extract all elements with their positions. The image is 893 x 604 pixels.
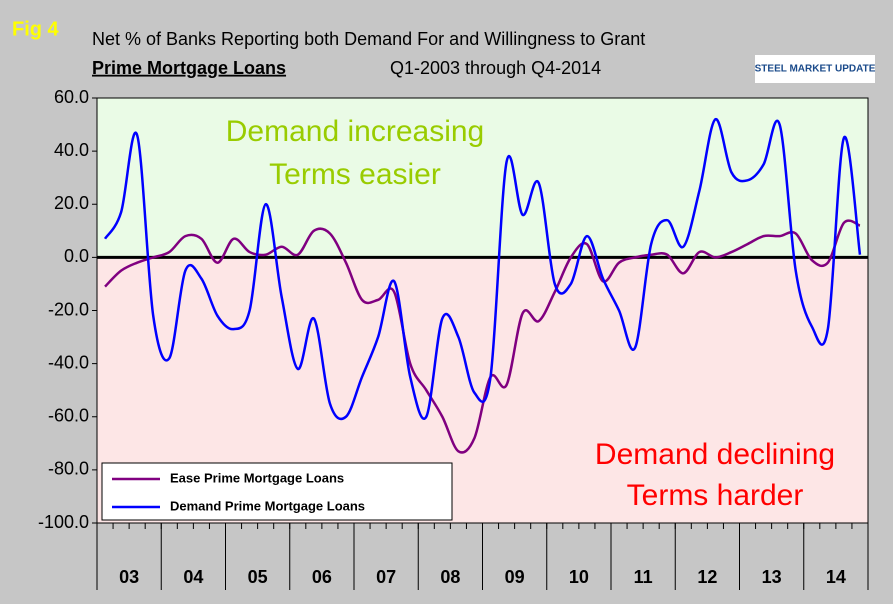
x-tick-label: 03 xyxy=(119,567,139,587)
y-tick-label: 60.0 xyxy=(54,87,89,107)
plot-border xyxy=(96,97,869,524)
x-tick-label: 13 xyxy=(762,567,782,587)
x-tick-label: 05 xyxy=(248,567,268,587)
legend-label: Demand Prime Mortgage Loans xyxy=(170,498,365,513)
y-tick-label: 20.0 xyxy=(54,193,89,213)
x-tick-label: 11 xyxy=(634,567,653,587)
annotation: Terms easier xyxy=(269,158,441,191)
legend-label: Ease Prime Mortgage Loans xyxy=(170,470,344,485)
x-tick-label: 04 xyxy=(183,567,203,587)
y-tick-label: -100.0 xyxy=(38,512,89,532)
legend-box xyxy=(101,462,453,521)
logo: STEEL MARKET UPDATE xyxy=(755,64,876,75)
annotation: Demand declining xyxy=(595,438,835,471)
y-tick-label: -40.0 xyxy=(48,352,89,372)
figure-label: Fig 4 xyxy=(12,18,60,40)
y-tick-label: -60.0 xyxy=(48,406,89,426)
series-line xyxy=(104,219,861,454)
chart-subtitle: Prime Mortgage Loans xyxy=(92,58,286,78)
annotation: Demand increasing xyxy=(226,115,484,148)
x-tick-label: 08 xyxy=(440,567,460,587)
y-tick-label: 40.0 xyxy=(54,140,89,160)
y-tick-label: -80.0 xyxy=(48,459,89,479)
x-tick-label: 10 xyxy=(569,567,589,587)
x-tick-label: 07 xyxy=(376,567,396,587)
chart-title: Net % of Banks Reporting both Demand For… xyxy=(92,29,645,49)
positive-region xyxy=(97,98,868,258)
x-tick-label: 06 xyxy=(312,567,332,587)
y-tick-label: -20.0 xyxy=(48,299,89,319)
x-tick-label: 12 xyxy=(697,567,717,587)
annotation: Terms harder xyxy=(627,479,804,512)
x-tick-label: 14 xyxy=(826,567,846,587)
series-line xyxy=(103,117,862,421)
logo-box xyxy=(755,55,875,83)
y-tick-label: 0.0 xyxy=(64,246,89,266)
chart-period: Q1-2003 through Q4-2014 xyxy=(390,58,601,78)
x-tick-label: 09 xyxy=(505,567,525,587)
